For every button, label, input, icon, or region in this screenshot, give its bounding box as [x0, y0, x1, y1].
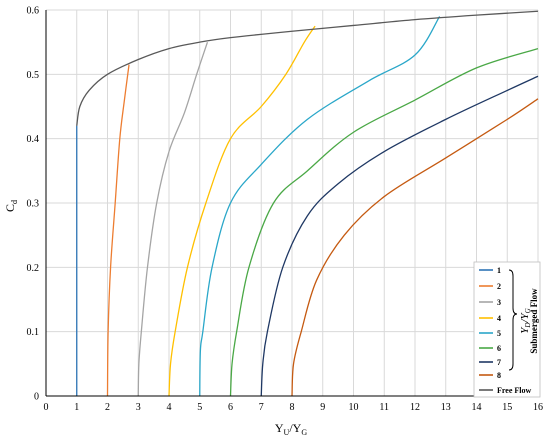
x-tick-labels: 0 1 2 3 4 5 6 7 8 9 10 11 12 13 14 15 16 — [44, 402, 544, 413]
legend-label: 4 — [497, 314, 501, 323]
axes — [45, 10, 538, 397]
legend-label: Free Flow — [497, 386, 532, 395]
legend-label: 5 — [497, 329, 501, 338]
x-tick-label: 11 — [379, 402, 389, 413]
x-tick-label: 8 — [290, 402, 295, 413]
series-line-4 — [168, 25, 316, 397]
x-tick-label: 12 — [410, 402, 420, 413]
legend-label: 3 — [497, 298, 501, 307]
y-tick-label: 0.1 — [27, 327, 40, 338]
x-tick-label: 3 — [136, 402, 141, 413]
x-tick-label: 16 — [533, 402, 543, 413]
y-tick-label: 0.4 — [27, 134, 40, 145]
series-line-free-flow — [76, 10, 539, 126]
y-tick-label: 0.6 — [27, 6, 40, 17]
legend-label: 7 — [497, 358, 501, 367]
legend-group-label: Submerged Flow — [529, 288, 539, 354]
y-tick-label: 0.2 — [27, 263, 40, 274]
x-tick-label: 5 — [197, 402, 202, 413]
x-tick-label: 9 — [320, 402, 325, 413]
series-line-7 — [260, 75, 539, 397]
x-tick-label: 10 — [349, 402, 359, 413]
legend-group-ratio: YD/YG — [519, 308, 532, 333]
legend-label: 6 — [497, 344, 501, 353]
x-axis-title: YU/YG — [275, 421, 307, 437]
x-tick-label: 7 — [259, 402, 264, 413]
legend: 1 2 3 4 5 6 7 8 Free Flow YD/YG Submerged Flow — [473, 261, 541, 398]
x-tick-label: 1 — [74, 402, 79, 413]
series-line-8 — [291, 98, 539, 397]
legend-label: 2 — [497, 282, 501, 291]
series-lines — [76, 10, 539, 397]
legend-label: 1 — [497, 266, 501, 275]
x-tick-label: 2 — [105, 402, 110, 413]
x-tick-label: 14 — [472, 402, 482, 413]
y-tick-label: 0.5 — [27, 70, 40, 81]
y-tick-label: 0.3 — [27, 199, 40, 210]
x-tick-label: 6 — [228, 402, 233, 413]
legend-group-brace — [508, 269, 518, 371]
x-tick-label: 4 — [167, 402, 172, 413]
series-line-5 — [199, 16, 441, 397]
x-tick-label: 15 — [502, 402, 512, 413]
x-tick-label: 13 — [441, 402, 451, 413]
x-tick-label: 0 — [44, 402, 49, 413]
y-axis-title: Cd — [3, 200, 19, 212]
series-line-3 — [137, 41, 209, 397]
series-line-6 — [229, 47, 539, 397]
y-tick-label: 0 — [34, 392, 39, 403]
series-line-2 — [106, 64, 130, 397]
legend-label: 8 — [497, 371, 501, 380]
legend-items: 1 2 3 4 5 6 7 8 Free Flow — [479, 266, 532, 395]
y-tick-labels: 0 0.1 0.2 0.3 0.4 0.5 0.6 — [27, 6, 40, 403]
